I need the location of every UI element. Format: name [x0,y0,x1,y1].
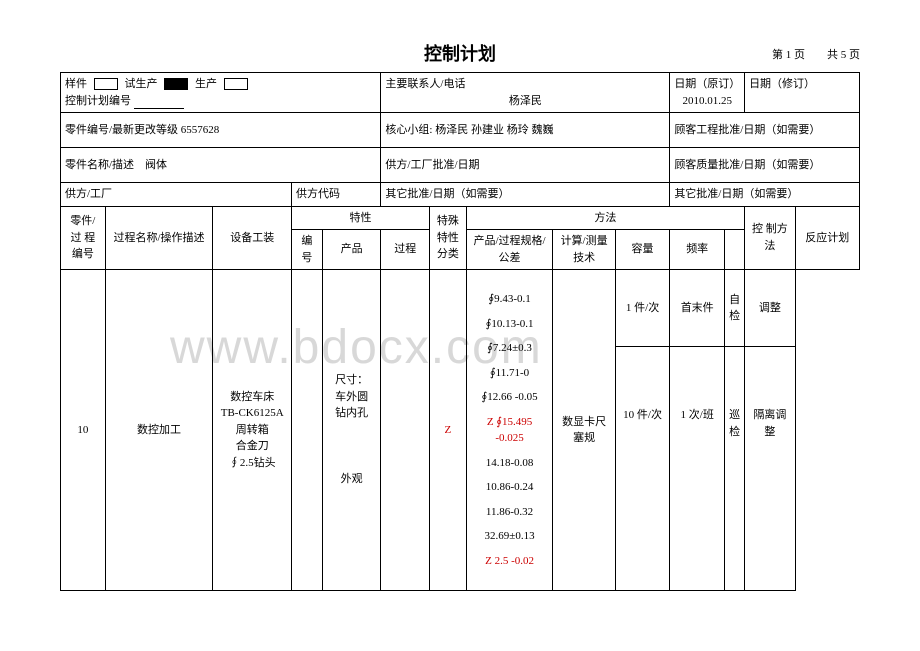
col-process: 过程 [381,230,430,270]
col-product: 产品 [322,230,381,270]
row-ctrl1: 自检 [725,270,745,347]
other-approve2-label: 其它批准/日期（如需要） [670,183,860,207]
sample-checkbox [94,78,118,90]
supplier-approve-label: 供方/工厂批准/日期 [381,148,670,183]
col-proc-name: 过程名称/操作描述 [105,206,213,270]
part-name-label: 零件名称/描述 阀体 [61,148,381,183]
row-freq2: 1 次/班 [670,347,725,591]
row-no: 10 [61,270,106,591]
row-freq1: 首末件 [670,270,725,347]
col-capacity: 容量 [615,230,670,270]
col-no: 编号 [292,230,323,270]
col-part-proc-no: 零件/过 程编号 [61,206,106,270]
row-product: 尺寸： 车外圆 钻内孔 外观 [322,270,381,591]
trial-checkbox [164,78,188,90]
row-cap1: 1 件/次 [615,270,670,347]
plan-no-label: 控制计划编号 [65,95,131,107]
col-char: 特性 [292,206,430,230]
row-spec-class: Z [429,270,466,591]
cust-eng-label: 顾客工程批准/日期（如需要） [670,113,860,148]
row-react2: 隔离调整 [745,347,796,591]
col-method: 方法 [466,206,744,230]
page-number: 第 1 页 共 5 页 [772,46,860,62]
contact-value: 杨泽民 [385,93,665,110]
date-rev-label: 日期（修订） [749,76,855,93]
col-react: 反应计划 [795,206,859,270]
col-ctrl: 控 制方 法 [745,206,796,270]
prod-checkbox [224,78,248,90]
core-team-label: 核心小组: 杨泽民 孙建业 杨玲 魏巍 [381,113,670,148]
row-specs: ∮9.43-0.1 ∮10.13-0.1 ∮7.24±0.3 ∮11.71-0 … [466,270,553,591]
col-equip: 设备工装 [213,206,292,270]
sample-label: 样件 [65,78,87,90]
row-ctrl2: 巡检 [725,347,745,591]
control-plan-table: 样件 试生产 生产 控制计划编号 主要联系人/电话 杨泽民 日期（原订） 20 [60,72,860,591]
supplier-label: 供方/工厂 [61,183,292,207]
prod-label: 生产 [195,78,217,90]
plan-no-value [134,96,184,109]
row-react1: 调整 [745,270,796,347]
cust-qual-label: 顾客质量批准/日期（如需要） [670,148,860,183]
row-equip: 数控车床 TB-CK6125A 周转箱 合金刀 ∮2.5钻头 [213,270,292,591]
part-no-label: 零件编号/最新更改等级 6557628 [61,113,381,148]
contact-label: 主要联系人/电话 [385,76,665,93]
col-spec-class: 特殊特性分类 [429,206,466,270]
date-orig-label: 日期（原订） [674,76,740,93]
col-spec: 产品/过程规格/公差 [466,230,553,270]
row-cap2: 10 件/次 [615,347,670,591]
row-proc-name: 数控加工 [105,270,213,591]
supplier-code-label: 供方代码 [292,183,381,207]
row-measure: 数显卡尺 塞规 [553,270,615,591]
col-measure: 计算/测量技术 [553,230,615,270]
other-approve-label: 其它批准/日期（如需要） [381,183,670,207]
doc-title: 控制计划 [60,40,860,66]
trial-label: 试生产 [125,78,158,90]
col-freq: 频率 [670,230,725,270]
date-orig-value: 2010.01.25 [674,93,740,110]
